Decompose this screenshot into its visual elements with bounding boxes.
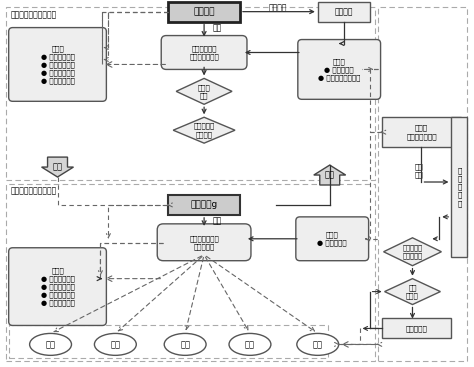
Bar <box>168 2 240 22</box>
Text: 约束：
● 输出功率约束
● 电量平衡约束
● 销售收入约束
● 销售利润约束: 约束： ● 输出功率约束 ● 电量平衡约束 ● 销售收入约束 ● 销售利润约束 <box>41 267 74 306</box>
Polygon shape <box>176 79 232 104</box>
Text: 电力用户: 电力用户 <box>335 7 353 16</box>
Text: 下层决策者：发电集团: 下层决策者：发电集团 <box>11 186 57 195</box>
FancyBboxPatch shape <box>157 224 251 261</box>
Text: 决策: 决策 <box>212 217 222 225</box>
Polygon shape <box>173 117 235 143</box>
Ellipse shape <box>164 334 206 355</box>
Text: 碳
交
易
市
场: 碳 交 易 市 场 <box>457 167 462 207</box>
FancyBboxPatch shape <box>9 28 106 101</box>
FancyArrow shape <box>42 157 73 177</box>
Bar <box>6 7 374 180</box>
Text: 模糊参数：
备用系数: 模糊参数： 备用系数 <box>193 123 215 138</box>
Bar <box>318 2 370 22</box>
FancyBboxPatch shape <box>161 36 247 69</box>
Text: 各类电源发电量
和上网价格: 各类电源发电量 和上网价格 <box>189 235 219 250</box>
Text: 销售电力: 销售电力 <box>269 3 287 12</box>
Text: 模糊参数：
碳排放系数: 模糊参数： 碳排放系数 <box>402 244 422 259</box>
Text: 水电: 水电 <box>110 340 120 349</box>
Bar <box>382 319 451 338</box>
FancyArrow shape <box>314 165 346 185</box>
Ellipse shape <box>229 334 271 355</box>
Text: 碳排放数量: 碳排放数量 <box>406 325 428 332</box>
Bar <box>382 117 461 147</box>
Text: 火电: 火电 <box>46 340 55 349</box>
Bar <box>9 326 328 358</box>
Polygon shape <box>384 279 440 305</box>
Polygon shape <box>383 238 441 266</box>
Text: 售电: 售电 <box>325 171 335 179</box>
Text: 风电: 风电 <box>180 340 190 349</box>
Text: 决策: 决策 <box>212 23 222 32</box>
Ellipse shape <box>29 334 72 355</box>
Bar <box>451 117 467 257</box>
FancyBboxPatch shape <box>296 217 369 261</box>
FancyBboxPatch shape <box>298 40 381 99</box>
Text: 上层决策者：电网公司: 上层决策者：电网公司 <box>11 11 57 20</box>
FancyBboxPatch shape <box>9 248 106 326</box>
Text: 不确定
因素: 不确定 因素 <box>198 84 210 99</box>
Text: 约束：
● 电力供应约束
● 电力安全约束
● 电力备用约束
● 销售价格约束: 约束： ● 电力供应约束 ● 电力安全约束 ● 电力备用约束 ● 销售价格约束 <box>41 45 74 84</box>
Ellipse shape <box>94 334 137 355</box>
Text: 电网公司: 电网公司 <box>193 7 215 16</box>
Ellipse shape <box>297 334 339 355</box>
Text: 光电: 光电 <box>245 340 255 349</box>
Bar <box>6 184 374 361</box>
Text: 不确
定因素: 不确 定因素 <box>406 284 419 299</box>
Text: 电力分配计划
和电力销售价格: 电力分配计划 和电力销售价格 <box>189 45 219 60</box>
Bar <box>168 195 240 215</box>
Text: 购电: 购电 <box>53 163 63 171</box>
Text: 政府：
分配碳排放配额: 政府： 分配碳排放配额 <box>406 125 437 139</box>
Text: 发电集团g: 发电集团g <box>191 200 218 210</box>
Text: 目标：
● 最大化利润
● 最小化碳排放数量: 目标： ● 最大化利润 ● 最小化碳排放数量 <box>318 58 360 81</box>
Bar <box>378 7 467 361</box>
Text: 目标：
● 最大化利润: 目标： ● 最大化利润 <box>317 232 346 246</box>
Text: 核电: 核电 <box>313 340 323 349</box>
Text: 碳额
交易: 碳额 交易 <box>415 164 424 178</box>
